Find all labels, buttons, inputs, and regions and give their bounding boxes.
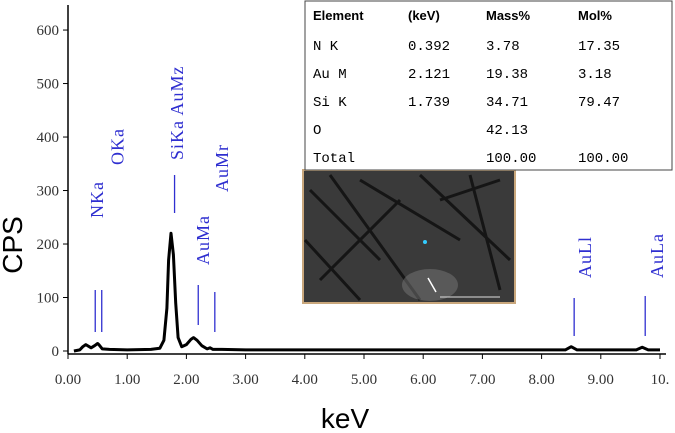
table-cell: 2.121 [408,67,450,83]
y-tick-label: 100 [37,291,60,307]
x-tick-label: 1.00 [114,372,140,388]
plot-area: 0 100 200 300 400 500 600 0.00 1.00 2.00 3.00 4.00 5… [37,5,670,388]
peak-label: AuLa [647,233,667,278]
peak-label: AuMr [212,144,232,192]
table-cell: Total [313,151,355,167]
result-table: Element (keV) Mass% Mol% N K 0.392 3.78 17.35 Au… [304,0,673,171]
table-cell: 100.00 [578,151,628,167]
peak-label: OKa [108,128,128,165]
y-tick-label: 600 [37,23,60,39]
table-cell: 34.71 [486,95,528,111]
x-tick-label: 3.00 [232,372,258,388]
table-cell: 100.00 [486,151,536,167]
x-tick-label: 0.00 [55,372,81,388]
peak-label: SiKa AuMz [167,66,187,160]
table-cell: 19.38 [486,67,528,83]
peak-label: AuLl [575,236,595,278]
y-tick-label: 200 [37,237,60,253]
table-header: Mass% [486,8,531,23]
table-header: Element [313,8,364,23]
table-cell: 3.18 [578,67,612,83]
x-tick-label: 4.00 [292,372,318,388]
table-cell: 0.392 [408,39,450,55]
peak-label: NKa [87,181,107,218]
table-cell: Au M [313,67,347,83]
x-tick-label: 8.00 [528,372,554,388]
x-tick-label: 9.00 [588,372,614,388]
table-cell: Si K [313,95,347,111]
y-tick-label: 0 [52,344,60,360]
table-cell: 1.739 [408,95,450,111]
y-tick-label: 300 [37,184,60,200]
table-cell: 17.35 [578,39,620,55]
x-tick-label: 2.00 [173,372,199,388]
y-tick-label: 500 [37,77,60,93]
table-cell: N K [313,39,339,55]
x-tick-label: 7.00 [469,372,495,388]
spectrum-line [73,231,660,353]
table-header: Mol% [578,8,612,23]
peak-label: AuMa [193,215,213,265]
sem-image [302,169,516,304]
table-cell: 3.78 [486,39,520,55]
table-cell: 42.13 [486,123,528,139]
table-header: (keV) [408,8,440,23]
y-tick-label: 400 [37,130,60,146]
table-cell: O [313,123,321,139]
x-tick-label: 10. [651,372,670,388]
x-axis-label: keV [321,403,370,433]
x-tick-label: 5.00 [351,372,377,388]
x-tick-label: 6.00 [410,372,436,388]
table-cell: 79.47 [578,95,620,111]
y-axis-label: CPS [0,216,28,274]
